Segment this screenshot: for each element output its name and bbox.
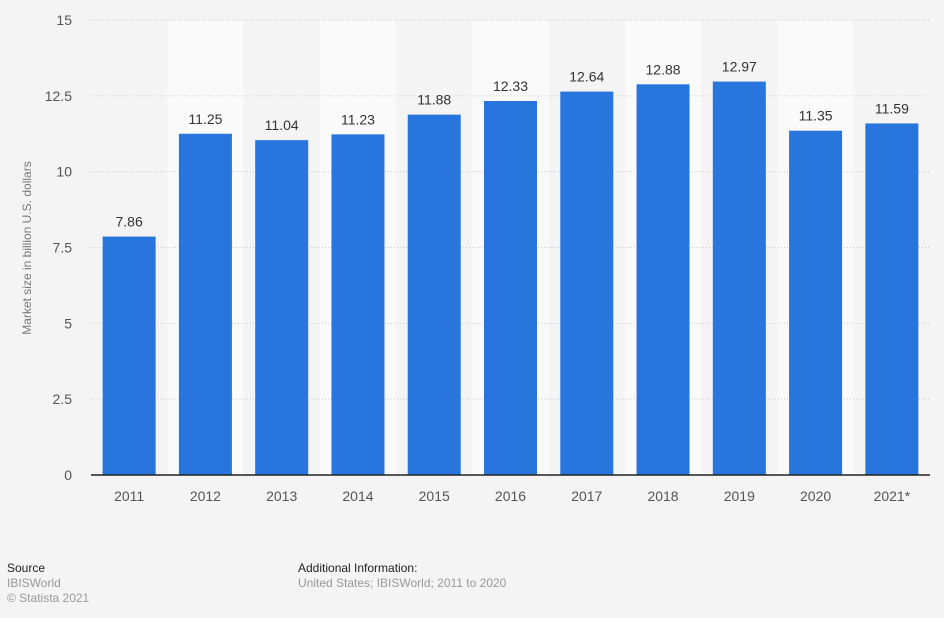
data-label: 11.04 bbox=[265, 117, 299, 133]
bar-2011 bbox=[102, 236, 156, 475]
data-label: 12.88 bbox=[646, 61, 681, 77]
source-link[interactable]: IBISWorld bbox=[7, 576, 61, 590]
source-block: Source IBISWorld © Statista 2021 bbox=[7, 561, 89, 606]
x-tick-label: 2014 bbox=[342, 488, 373, 504]
bar-2015 bbox=[407, 114, 461, 475]
data-label: 12.33 bbox=[493, 78, 528, 94]
y-tick-label: 5 bbox=[64, 315, 72, 331]
additional-info-block: Additional Information: United States; I… bbox=[298, 561, 506, 591]
y-axis-title: Market size in billion U.S. dollars bbox=[20, 161, 34, 334]
y-tick-label: 7.5 bbox=[53, 240, 73, 256]
y-tick-label: 10 bbox=[56, 164, 72, 180]
data-label: 7.86 bbox=[116, 214, 143, 230]
data-label: 11.23 bbox=[341, 111, 375, 127]
copyright: © Statista 2021 bbox=[7, 591, 90, 605]
additional-info-heading: Additional Information: bbox=[298, 561, 418, 575]
data-label: 11.35 bbox=[799, 108, 833, 124]
bar-chart: 0 2.5 5 7.5 10 12.5 15 7.86 2011 11.25 2012 11.04 20… bbox=[20, 12, 930, 504]
bar-2019 bbox=[712, 81, 766, 476]
data-label: 12.64 bbox=[569, 69, 604, 85]
x-tick-label: 2011 bbox=[114, 488, 144, 504]
bar-2016 bbox=[484, 100, 537, 476]
x-tick-label: 2021* bbox=[874, 488, 911, 504]
source-heading: Source bbox=[7, 561, 46, 575]
data-label: 11.88 bbox=[417, 92, 451, 108]
x-tick-label: 2020 bbox=[800, 488, 831, 504]
x-tick-label: 2016 bbox=[495, 488, 526, 504]
y-tick-label: 15 bbox=[56, 12, 72, 28]
y-tick-label: 12.5 bbox=[45, 88, 72, 104]
additional-info-text: United States; IBISWorld; 2011 to 2020 bbox=[298, 576, 507, 590]
x-tick-label: 2019 bbox=[724, 488, 755, 504]
y-tick-label: 0 bbox=[64, 467, 72, 483]
x-tick-label: 2017 bbox=[571, 488, 602, 504]
bar-2021* bbox=[865, 123, 919, 475]
bar-2018 bbox=[636, 84, 690, 475]
data-label: 11.59 bbox=[875, 100, 909, 116]
bar-2012 bbox=[178, 133, 232, 475]
bar-2013 bbox=[255, 140, 309, 475]
y-tick-label: 2.5 bbox=[53, 391, 73, 407]
x-tick-label: 2018 bbox=[647, 488, 678, 504]
data-label: 12.97 bbox=[722, 59, 757, 75]
bar-2020 bbox=[789, 130, 843, 475]
x-tick-label: 2015 bbox=[419, 488, 450, 504]
bar-2017 bbox=[560, 91, 614, 475]
x-tick-label: 2013 bbox=[266, 488, 297, 504]
x-tick-label: 2012 bbox=[190, 488, 221, 504]
bar-2014 bbox=[331, 134, 385, 475]
data-label: 11.25 bbox=[188, 111, 222, 127]
